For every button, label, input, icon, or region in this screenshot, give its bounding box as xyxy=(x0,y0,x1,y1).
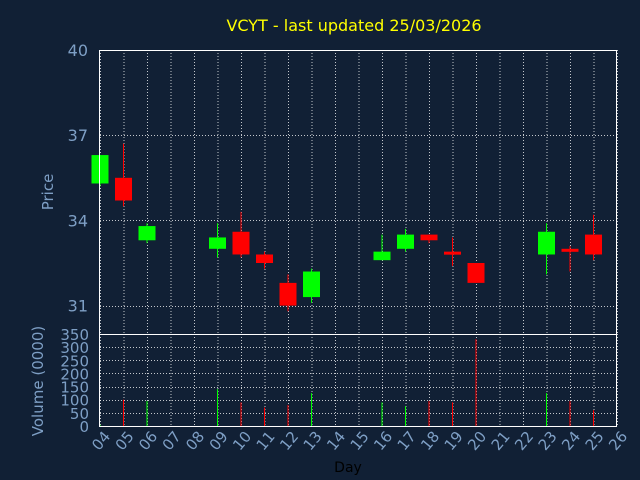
price-tick-label: 31 xyxy=(68,297,88,316)
candle-body-down xyxy=(444,251,461,255)
volume-bar xyxy=(475,339,477,426)
volume-bars xyxy=(99,339,594,426)
volume-bar xyxy=(569,401,571,426)
volume-plot-frame xyxy=(99,334,617,427)
volume-bar xyxy=(123,399,124,426)
price-tick-label: 40 xyxy=(68,41,88,60)
price-tick-label: 34 xyxy=(68,211,88,230)
price-tick-labels: 31 34 37 40 xyxy=(68,41,88,316)
candle-body-up xyxy=(303,271,320,298)
candle-body-down xyxy=(256,254,273,263)
day-tick-labels: 0405060708091011121314151617181920212223… xyxy=(88,428,631,454)
candle-body-down xyxy=(467,263,485,283)
volume-bar xyxy=(405,406,406,426)
price-tick-label: 37 xyxy=(68,126,88,145)
candlestick-series xyxy=(91,143,602,312)
volume-bar xyxy=(264,407,265,426)
candle-body-up xyxy=(209,237,226,249)
candle-body-up xyxy=(538,231,555,255)
volume-tick-label: 50 xyxy=(70,405,89,423)
candle-body-up xyxy=(373,251,391,261)
candle-body-up xyxy=(397,234,414,249)
candle-body-down xyxy=(279,282,297,306)
volume-tick-label: 100 xyxy=(60,392,89,410)
day-axis-label: Day xyxy=(334,460,362,476)
volume-bar xyxy=(452,402,453,426)
volume-tick-label: 250 xyxy=(60,352,89,370)
candle-body-down xyxy=(232,231,250,255)
volume-tick-label: 300 xyxy=(60,339,89,357)
price-axis-label: Price xyxy=(39,174,57,211)
volume-bar xyxy=(287,404,289,426)
volume-tick-label: 200 xyxy=(60,365,89,383)
volume-bar xyxy=(146,401,148,426)
volume-bar xyxy=(217,389,218,426)
candle-body-down xyxy=(585,234,602,255)
chart-title: VCYT - last updated 25/03/2026 xyxy=(226,16,481,35)
volume-tick-label: 350 xyxy=(60,326,89,344)
volume-bar xyxy=(593,410,594,426)
candle-body-up xyxy=(138,226,156,241)
candle-body-down xyxy=(115,177,132,201)
volume-bar xyxy=(311,393,312,426)
volume-bar xyxy=(240,402,242,426)
volume-tick-label: 0 xyxy=(79,418,89,436)
candle-body-down xyxy=(561,248,579,252)
candle-body-down xyxy=(420,234,438,241)
volume-bar xyxy=(428,401,430,426)
volume-axis-label: Volume (0000) xyxy=(29,326,47,436)
volume-bar xyxy=(381,402,383,426)
volume-tick-label: 150 xyxy=(60,379,89,397)
volume-bar xyxy=(546,393,547,426)
